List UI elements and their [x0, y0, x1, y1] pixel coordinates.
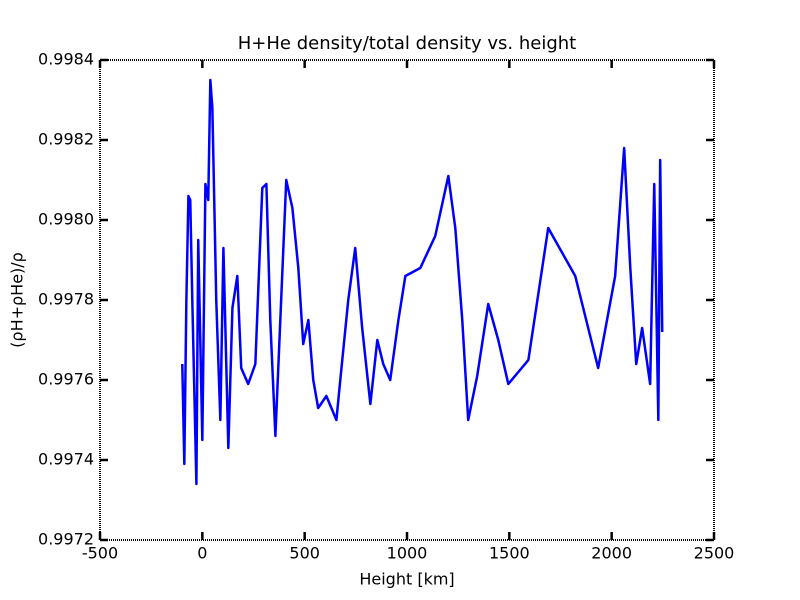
- x-tick-label: 1500: [489, 544, 530, 563]
- y-tick-label: 0.9982: [38, 130, 94, 149]
- y-tick-label: 0.9974: [38, 450, 94, 469]
- y-tick-label: 0.9984: [38, 50, 94, 69]
- plot-frame: [99, 59, 715, 541]
- x-tick-label: 0: [197, 544, 207, 563]
- y-tick-label: 0.9976: [38, 370, 94, 389]
- chart-title: H+He density/total density vs. height: [238, 33, 576, 54]
- x-tick-label: 1000: [387, 544, 428, 563]
- data-line: [181, 78, 664, 486]
- x-tick-label: -500: [82, 544, 118, 563]
- y-axis-label: (ρH+ρHe)/ρ: [8, 252, 27, 348]
- y-tick-label: 0.9978: [38, 290, 94, 309]
- x-tick-label: 2000: [591, 544, 632, 563]
- x-axis-label: Height [km]: [359, 570, 454, 589]
- x-tick-label: 500: [289, 544, 320, 563]
- x-tick-label: 2500: [694, 544, 735, 563]
- y-tick-label: 0.9980: [38, 210, 94, 229]
- y-tick-label: 0.9972: [38, 530, 94, 549]
